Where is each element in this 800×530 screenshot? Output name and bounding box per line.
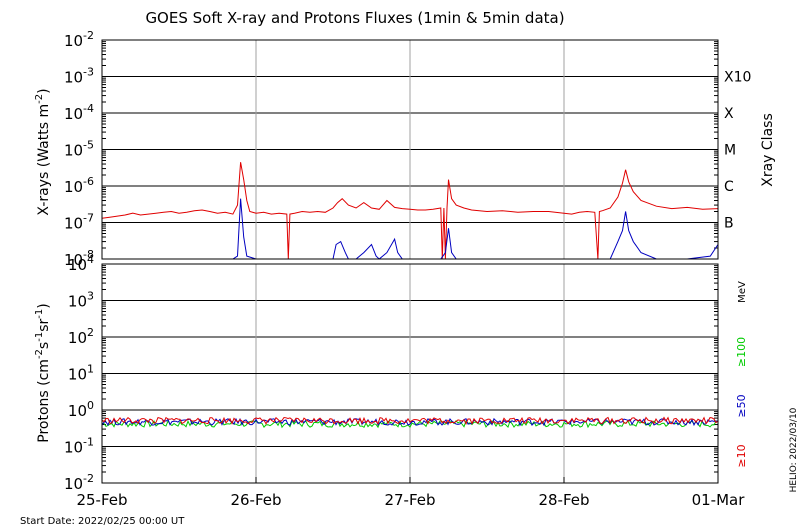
xray-y-tick-label: 10-7 [64, 212, 94, 233]
xray-y-tick-label: 10-6 [64, 175, 94, 196]
x-tick-label: 01-Mar [692, 491, 746, 509]
x-tick-label: 28-Feb [538, 491, 589, 509]
proton-series [101, 416, 719, 429]
xray-class-label: C [724, 179, 734, 195]
x-tick-label: 25-Feb [76, 491, 127, 509]
proton-y-tick-labels: 104 103 102 101 100 10-1 10-2 [64, 253, 94, 493]
proton-y-tick-label: 10-2 [64, 472, 94, 493]
proton-y-tick-label: 10-1 [64, 436, 94, 457]
proton-series-line-p100 [101, 419, 719, 429]
xray-class-label: M [724, 143, 736, 159]
start-date-label: Start Date: 2022/02/25 00:00 UT [20, 516, 185, 527]
proton-y-tick-label: 102 [68, 326, 94, 347]
x-tick-label: 27-Feb [384, 491, 435, 509]
proton-legend: ≥100 ≥50 ≥10 [735, 337, 748, 468]
proton-y-tick-label: 101 [68, 363, 94, 384]
proton-y-tick-label: 103 [68, 290, 94, 311]
xray-y-axis-label: X-rays (Watts m-2) [34, 88, 52, 215]
xray-class-label: B [724, 216, 734, 232]
chart-title: GOES Soft X-ray and Protons Fluxes (1min… [145, 9, 564, 27]
proton-legend-p100: ≥100 [735, 337, 748, 367]
xray-y-tick-label: 10-3 [64, 66, 94, 87]
proton-y-tick-label: 100 [68, 399, 94, 420]
xray-short-series-line [102, 198, 719, 260]
proton-panel: 104 103 102 101 100 10-1 10-2 Protons (cm-2s-1… [34, 253, 748, 493]
proton-y-axis-label: Protons (cm-2s-1sr-1) [34, 303, 52, 442]
x-axis-tick-labels: 25-Feb 26-Feb 27-Feb 28-Feb 01-Mar [76, 477, 745, 509]
xray-panel: 10-2 10-3 10-4 10-5 10-6 10-7 10-8 X10 X M C B X-r… [34, 29, 776, 269]
proton-series-line-p10 [101, 416, 719, 426]
xray-class-label: X [724, 106, 734, 122]
xray-class-label: X10 [724, 70, 751, 86]
xray-day-gridlines [255, 40, 565, 259]
xray-y-tick-label: 10-4 [64, 102, 94, 123]
proton-legend-p50: ≥50 [735, 394, 748, 417]
energy-unit-label: MeV [737, 281, 748, 303]
xray-y-tick-label: 10-8 [64, 248, 94, 269]
xray-y-tick-label: 10-5 [64, 139, 94, 160]
proton-y-tick-label: 104 [68, 253, 94, 274]
xray-panel-frame [101, 39, 719, 260]
credit-label: HELIO: 2022/03/10 [789, 407, 799, 492]
xray-class-labels: X10 X M C B [724, 70, 751, 232]
x-tick-label: 26-Feb [230, 491, 281, 509]
xray-class-axis-label: Xray Class [760, 113, 776, 187]
xray-y-tick-labels: 10-2 10-3 10-4 10-5 10-6 10-7 10-8 [64, 29, 94, 269]
xray-y-tick-label: 10-2 [64, 29, 94, 50]
proton-legend-p10: ≥10 [735, 444, 748, 467]
